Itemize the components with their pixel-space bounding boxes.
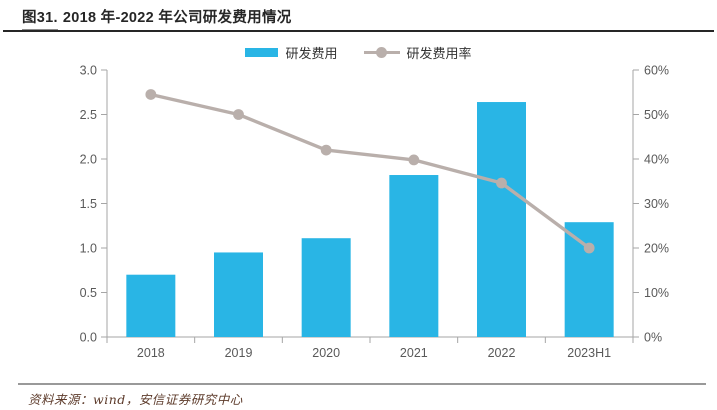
left-axis-label: 1.5	[80, 197, 97, 211]
figure-number: 图31.	[22, 6, 58, 30]
bar-2020	[301, 238, 351, 337]
right-axis-label: 0%	[644, 331, 662, 345]
footer-divider	[18, 383, 706, 385]
left-axis-label: 0.5	[80, 286, 97, 300]
x-axis-label: 2018	[137, 346, 165, 360]
right-axis-label: 30%	[644, 197, 669, 211]
left-axis-label: 1.0	[80, 242, 97, 256]
legend-label-line: 研发费用率	[406, 46, 472, 61]
figure-title-text: 2018 年-2022 年公司研发费用情况	[62, 10, 292, 26]
bar-2022	[477, 102, 526, 337]
right-axis-label: 50%	[644, 108, 669, 122]
line-point-2019	[233, 109, 244, 120]
line-marker-icon	[375, 47, 387, 58]
line-point-2018	[145, 89, 157, 100]
bar-2021	[389, 175, 439, 337]
bar-2019	[214, 252, 263, 337]
right-axis-label: 40%	[644, 153, 669, 167]
left-axis-label: 3.0	[80, 64, 97, 78]
line-swatch-icon	[363, 47, 400, 58]
left-axis-label: 0.0	[80, 331, 97, 345]
right-axis-label: 60%	[644, 64, 669, 78]
x-axis-label: 2021	[400, 346, 428, 360]
line-point-2021	[408, 154, 420, 166]
legend-item-bar: 研发费用	[245, 43, 338, 62]
ratio-line	[150, 92, 591, 250]
x-axis-label: 2023H1	[567, 346, 611, 360]
left-axis-label: 2.5	[80, 108, 97, 122]
figure-title: 图31. 2018 年-2022 年公司研发费用情况	[22, 6, 292, 30]
title-divider	[3, 30, 714, 32]
bar-2023H1	[564, 222, 614, 337]
bar-swatch-icon	[245, 48, 279, 57]
source-note: 资料来源：wind，安信证券研究中心	[28, 392, 243, 407]
legend-item-line: 研发费用率	[363, 43, 472, 62]
line-point-2022	[496, 177, 507, 189]
right-axis-label: 10%	[644, 286, 669, 300]
right-axis-label: 20%	[644, 242, 669, 256]
line-point-2023H1	[583, 242, 595, 254]
x-axis-label: 2019	[225, 346, 253, 360]
x-axis-label: 2022	[488, 346, 516, 360]
chart-legend: 研发费用 研发费用率	[0, 43, 717, 62]
x-axis-label: 2020	[312, 346, 340, 360]
line-point-2020	[320, 144, 332, 156]
left-axis-label: 2.0	[80, 153, 97, 167]
bar-2018	[126, 274, 176, 337]
legend-label-bar: 研发费用	[285, 46, 338, 61]
